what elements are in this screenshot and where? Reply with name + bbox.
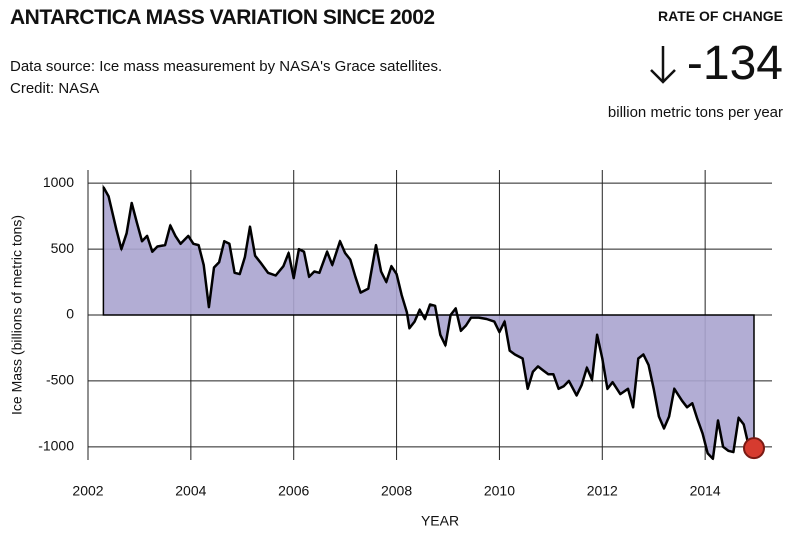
rate-box: -134 xyxy=(645,36,783,91)
y-tick-label: 500 xyxy=(51,240,75,256)
x-tick-label: 2012 xyxy=(587,483,618,499)
line xyxy=(102,186,755,460)
rate-label: RATE OF CHANGE xyxy=(658,8,783,24)
chart-title: ANTARCTICA MASS VARIATION SINCE 2002 xyxy=(10,6,435,29)
x-tick-label: 2006 xyxy=(278,483,309,499)
x-tick-label: 2008 xyxy=(381,483,412,499)
x-tick-label: 2004 xyxy=(175,483,206,499)
area xyxy=(102,184,755,461)
x-tick-label: 2002 xyxy=(72,483,103,499)
x-tick-label: 2010 xyxy=(484,483,515,499)
y-axis-label: Ice Mass (billions of metric tons) xyxy=(9,215,25,415)
x-axis-label: YEAR xyxy=(421,513,459,529)
latest-point xyxy=(743,437,765,460)
y-tick-label: 1000 xyxy=(43,174,74,190)
credit: Credit: NASA xyxy=(10,80,100,97)
y-tick-label: -1000 xyxy=(38,438,74,454)
subtitle: Data source: Ice mass measurement by NAS… xyxy=(10,58,443,75)
down-arrow xyxy=(650,45,676,84)
rate-value: -134 xyxy=(686,37,783,90)
rate-unit: billion metric tons per year xyxy=(607,104,783,121)
y-tick-label: -500 xyxy=(46,372,74,388)
x-tick-label: 2014 xyxy=(690,483,721,499)
y-tick-label: 0 xyxy=(66,306,74,322)
